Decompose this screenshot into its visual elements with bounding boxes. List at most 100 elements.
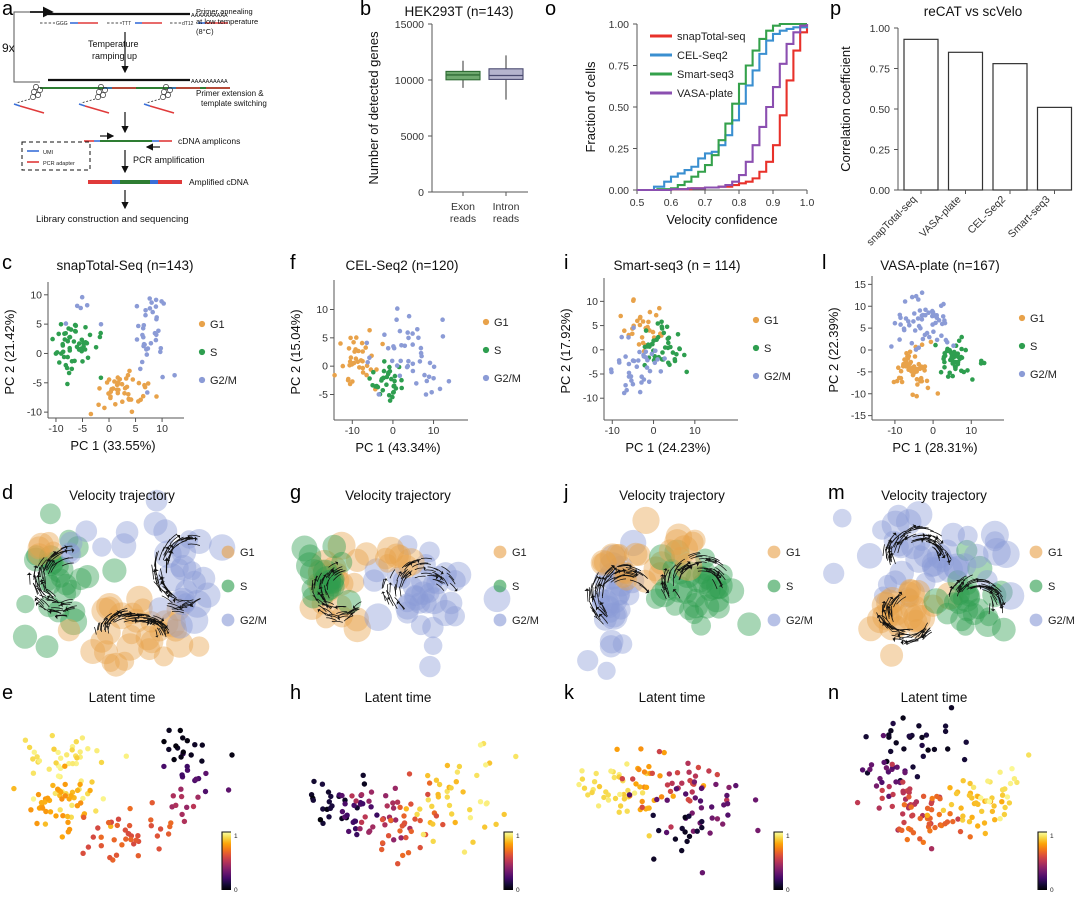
data-point: [893, 740, 899, 746]
velocity-arrow: [71, 547, 75, 553]
colorbar-min-label: 0: [516, 887, 520, 894]
data-point: [405, 850, 412, 856]
data-point: [883, 765, 890, 771]
data-point: [136, 380, 142, 386]
velocity-stream: [180, 536, 192, 541]
data-point: [927, 334, 932, 340]
svg-text:1.00: 1.00: [609, 19, 630, 31]
data-point: [452, 819, 458, 826]
data-point: [891, 379, 897, 385]
data-point: [902, 299, 908, 304]
cell-blob: [996, 582, 1025, 610]
data-point: [691, 779, 698, 785]
velocity-stream: [446, 572, 455, 581]
cell-blob: [898, 581, 920, 603]
velocity-stream: [675, 558, 685, 567]
cell-blob: [296, 552, 323, 580]
data-point: [136, 323, 141, 329]
panel-o-xticks: 0.5 0.6 0.7 0.8 0.9 1.0: [630, 190, 814, 209]
cell-blob: [434, 562, 457, 585]
panel-l-label: l: [822, 252, 827, 274]
data-point: [1007, 780, 1014, 787]
data-point: [967, 780, 973, 787]
legend-label-G2-M: G2/M: [494, 373, 521, 385]
cell-blob: [135, 625, 160, 651]
velocity-arrow: [886, 546, 892, 549]
data-point: [115, 375, 121, 380]
cell-blob: [943, 553, 970, 580]
data-point: [961, 369, 967, 375]
data-point: [380, 341, 385, 347]
data-point: [351, 340, 356, 345]
data-point: [965, 368, 970, 373]
velocity-stream: [385, 590, 391, 600]
data-point: [868, 762, 875, 768]
velocity-stream: [985, 580, 996, 587]
velocity-stream: [660, 588, 667, 600]
velocity-stream: [112, 615, 122, 623]
velocity-stream: [922, 631, 932, 641]
cell-blob: [182, 570, 206, 594]
data-point: [467, 807, 473, 813]
data-point: [70, 760, 76, 767]
data-point: [156, 846, 162, 852]
velocity-arrow: [892, 636, 896, 643]
data-point: [395, 306, 400, 311]
velocity-stream: [939, 546, 946, 558]
panel_c-xtick-4: 10: [156, 423, 168, 435]
colorbar: [222, 832, 231, 890]
velocity-stream: [604, 577, 616, 584]
data-point: [444, 794, 450, 800]
velocity-stream: [323, 585, 327, 595]
data-point: [52, 790, 58, 797]
data-point: [43, 808, 49, 815]
velocity-stream: [343, 615, 354, 622]
data-point: [374, 812, 380, 818]
anneal-line2: at low temperature: [196, 17, 258, 26]
panel-b-title: HEK293T (n=143): [404, 4, 514, 19]
velocity-stream: [665, 583, 670, 595]
legend-dot-S: [198, 348, 206, 356]
data-point: [392, 785, 398, 791]
cell-blob: [645, 588, 667, 609]
panel-d: d Velocity trajectory G1 S G2/M: [0, 482, 272, 682]
data-point: [66, 326, 71, 331]
data-point: [423, 392, 429, 397]
data-point: [352, 818, 359, 824]
data-point: [923, 307, 928, 313]
data-point: [357, 826, 363, 832]
cell-blob: [905, 579, 931, 605]
data-point: [677, 346, 682, 351]
cell-blob: [599, 543, 626, 570]
data-point: [173, 743, 179, 749]
data-point: [390, 394, 395, 400]
data-point: [916, 323, 922, 329]
velocity-stream: [38, 567, 40, 580]
data-point: [98, 834, 104, 840]
data-point: [636, 342, 642, 347]
data-point: [310, 797, 316, 803]
data-point: [404, 364, 410, 370]
svg-text:0.00: 0.00: [870, 185, 891, 197]
data-point: [55, 786, 61, 792]
cell-blob: [420, 587, 448, 615]
data-point: [111, 837, 117, 843]
data-point: [73, 329, 78, 334]
legend-dot-S: [767, 579, 781, 593]
velocity-arrow: [108, 622, 112, 625]
data-point: [95, 825, 101, 831]
colorbar-frame: [1037, 831, 1047, 890]
panel_i-ytick-2: 0: [592, 344, 598, 356]
panel-b-xtick-intron-1: Intron: [493, 201, 520, 213]
cell-blob: [604, 580, 631, 606]
svg-text:10000: 10000: [395, 75, 424, 87]
velocity-stream: [147, 619, 160, 625]
velocity-stream: [419, 563, 431, 565]
velocity-stream: [421, 572, 433, 575]
velocity-stream: [882, 602, 886, 614]
cell-blob: [101, 653, 120, 672]
data-point: [69, 366, 75, 372]
velocity-stream: [700, 567, 713, 571]
velocity-stream: [888, 603, 891, 615]
